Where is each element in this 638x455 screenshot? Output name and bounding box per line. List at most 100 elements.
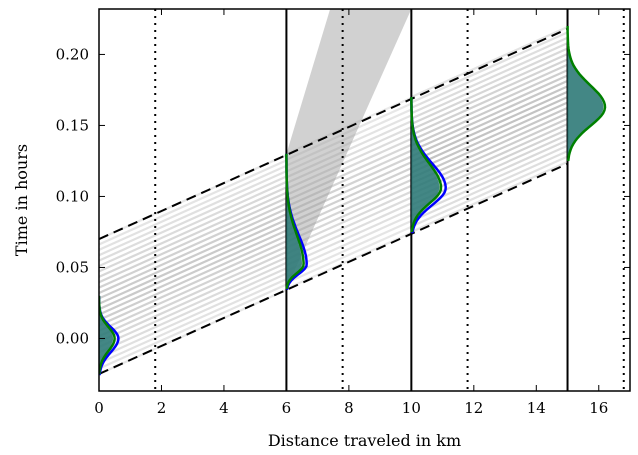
trajectory-line bbox=[410, 144, 568, 217]
x-tick-label: 16 bbox=[589, 399, 608, 417]
trajectory-line bbox=[285, 131, 412, 191]
y-tick-label: 0.20 bbox=[56, 45, 89, 63]
trajectory-line bbox=[410, 155, 568, 228]
axis-ticks: 0 2 4 6 8 10 12 14 16 0.00 0.05 0.10 0.15 0.20 bbox=[56, 9, 630, 417]
trajectory-line bbox=[99, 213, 287, 300]
trajectory-band-1 bbox=[285, 96, 412, 290]
x-tick-label: 10 bbox=[402, 399, 421, 417]
trajectory-line bbox=[285, 96, 412, 155]
trajectory-line bbox=[99, 267, 287, 354]
trajectory-line bbox=[285, 155, 412, 214]
y-tick-label: 0.05 bbox=[56, 258, 89, 276]
plot-frame bbox=[98, 8, 631, 392]
steep-trajectory-band bbox=[286, 9, 412, 289]
trajectory-line bbox=[99, 164, 287, 251]
x-tick-label: 12 bbox=[464, 399, 483, 417]
trajectory-line bbox=[410, 31, 568, 104]
envelope-upper-line bbox=[99, 27, 568, 240]
distribution-2 bbox=[410, 97, 447, 234]
y-tick-label: 0.10 bbox=[56, 187, 89, 205]
trajectory-line bbox=[285, 208, 412, 267]
trajectory-line bbox=[410, 150, 568, 223]
x-tick-label: 6 bbox=[282, 399, 292, 417]
trajectory-line bbox=[410, 69, 568, 142]
trajectory-line bbox=[410, 96, 568, 169]
trajectory-line bbox=[410, 47, 568, 120]
trajectory-line bbox=[99, 251, 287, 338]
distribution-fill bbox=[99, 295, 114, 374]
trajectory-line bbox=[99, 186, 287, 273]
trajectory-line bbox=[285, 126, 412, 185]
y-tick-label: 0.00 bbox=[56, 329, 89, 347]
trajectory-line bbox=[285, 102, 412, 161]
trajectory-line bbox=[410, 101, 568, 174]
trajectory-band-0 bbox=[99, 153, 287, 375]
trajectory-line bbox=[410, 139, 568, 212]
trajectory-line bbox=[99, 218, 287, 305]
trajectory-line bbox=[285, 225, 412, 284]
trajectory-line bbox=[410, 79, 568, 153]
trajectory-line bbox=[99, 234, 287, 321]
trajectory-line bbox=[99, 197, 287, 284]
trajectory-line bbox=[410, 160, 568, 233]
trajectory-line bbox=[99, 159, 287, 246]
trajectory-line bbox=[285, 178, 412, 237]
trajectory-line bbox=[99, 207, 287, 295]
trajectory-line bbox=[410, 106, 568, 179]
trajectory-line bbox=[410, 36, 568, 109]
trajectory-line bbox=[99, 180, 287, 268]
trajectory-line bbox=[99, 245, 287, 332]
distribution-fill bbox=[411, 97, 440, 232]
distribution-3 bbox=[566, 26, 607, 162]
trajectory-line bbox=[285, 114, 412, 173]
distribution-fill bbox=[567, 26, 604, 161]
trajectory-line bbox=[285, 219, 412, 279]
distribution-1 bbox=[285, 153, 308, 291]
plot-area bbox=[99, 9, 625, 391]
y-axis-title: Time in hours bbox=[12, 144, 31, 256]
trajectory-line bbox=[410, 90, 568, 163]
trajectory-line bbox=[410, 25, 568, 99]
trajectory-line bbox=[285, 149, 412, 208]
distribution-green-curve bbox=[410, 97, 443, 233]
trajectory-line bbox=[99, 240, 287, 327]
trajectory-line bbox=[285, 202, 412, 261]
trajectory-line bbox=[410, 52, 568, 126]
trajectory-line bbox=[410, 58, 568, 131]
trajectory-line bbox=[285, 231, 412, 290]
distribution-fill bbox=[286, 153, 302, 289]
trajectory-line bbox=[285, 143, 412, 202]
trajectory-line bbox=[99, 256, 287, 343]
trajectory-line bbox=[99, 175, 287, 262]
trajectory-line bbox=[410, 85, 568, 158]
y-tick-label: 0.15 bbox=[56, 116, 89, 134]
distribution-green-curve bbox=[566, 26, 607, 162]
x-axis-title: Distance traveled in km bbox=[268, 431, 461, 450]
trajectory-line bbox=[410, 74, 568, 147]
x-tick-label: 0 bbox=[94, 399, 104, 417]
trajectory-line bbox=[99, 224, 287, 311]
trajectory-line bbox=[285, 173, 412, 232]
trajectory-line bbox=[410, 63, 568, 136]
distribution-green-curve bbox=[285, 153, 305, 290]
trajectory-line bbox=[285, 190, 412, 249]
trajectory-line bbox=[285, 184, 412, 243]
x-tick-label: 4 bbox=[219, 399, 229, 417]
trajectory-line bbox=[99, 261, 287, 348]
trajectory-line bbox=[99, 229, 287, 316]
envelope-lower-line bbox=[99, 162, 568, 375]
trajectory-line bbox=[285, 120, 412, 179]
trajectory-line bbox=[285, 161, 412, 220]
trajectory-line bbox=[410, 42, 568, 115]
trajectory-line bbox=[99, 278, 287, 365]
x-tick-label: 8 bbox=[344, 399, 354, 417]
trajectory-line bbox=[285, 137, 412, 196]
trajectory-line bbox=[285, 196, 412, 255]
trajectory-line bbox=[99, 191, 287, 278]
trajectory-line bbox=[285, 108, 412, 167]
trajectory-line bbox=[99, 202, 287, 289]
trajectory-line bbox=[99, 170, 287, 257]
trajectory-line bbox=[99, 283, 287, 370]
trajectory-line bbox=[99, 272, 287, 359]
